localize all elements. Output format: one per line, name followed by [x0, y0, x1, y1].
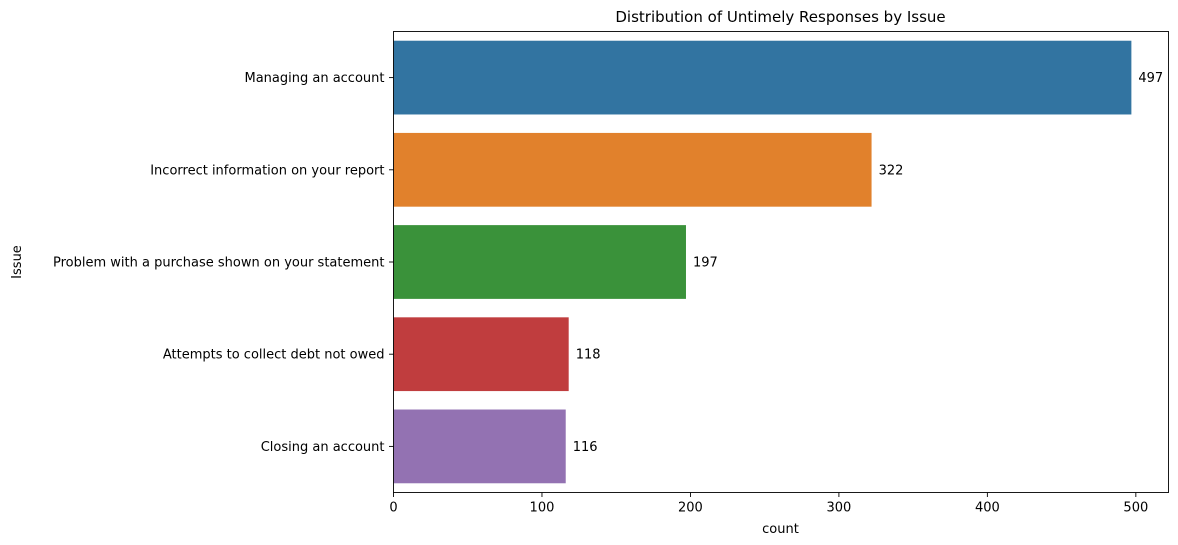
x-tick-label: 400	[975, 501, 1000, 516]
x-axis-title: count	[762, 522, 799, 537]
y-tick-label: Attempts to collect debt not owed	[163, 348, 385, 363]
bar-attempts-to-collect-debt-not-owed	[393, 317, 569, 392]
data-label: 497	[1138, 71, 1163, 86]
data-label: 197	[693, 256, 718, 271]
x-axis-ticks: 0 100 200 300 400 500	[389, 492, 1148, 516]
bar-incorrect-information-on-your-report	[393, 132, 872, 207]
x-tick-label: 300	[826, 501, 851, 516]
bar-managing-an-account	[393, 40, 1132, 115]
bar-closing-an-account	[393, 409, 566, 484]
x-tick-label: 200	[678, 501, 703, 516]
data-labels-layer: 497 322 197 118 116	[573, 71, 1163, 455]
x-tick-label: 500	[1123, 501, 1148, 516]
bar-problem-with-a-purchase-shown-on-your-statement	[393, 225, 686, 299]
data-label: 118	[576, 348, 601, 363]
y-tick-label: Closing an account	[261, 440, 385, 455]
plot-frame	[393, 31, 1169, 493]
y-tick-label: Problem with a purchase shown on your st…	[53, 256, 385, 271]
x-tick-label: 0	[389, 501, 397, 516]
y-tick-label: Managing an account	[244, 71, 384, 86]
y-tick-label: Incorrect information on your report	[150, 163, 384, 178]
y-axis-title: Issue	[10, 245, 25, 279]
chart-title: Distribution of Untimely Responses by Is…	[615, 8, 945, 26]
data-label: 116	[573, 440, 598, 455]
x-tick-label: 100	[530, 501, 555, 516]
bars-layer	[393, 40, 1132, 484]
data-label: 322	[879, 163, 904, 178]
y-axis-ticks: Managing an account Incorrect information…	[53, 71, 394, 455]
